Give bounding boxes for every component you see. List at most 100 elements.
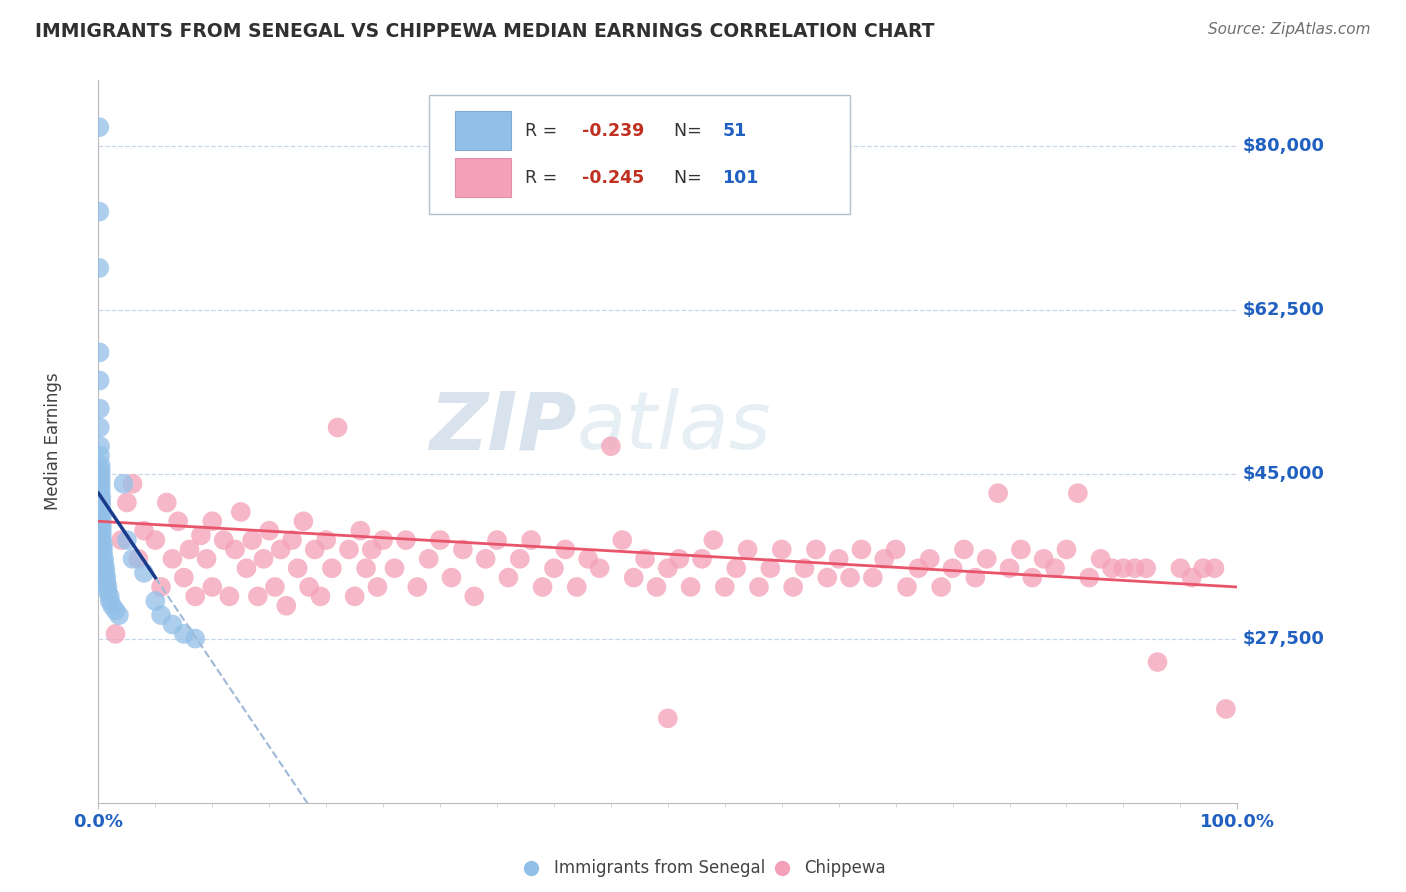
Point [184,632,207,646]
Point [839,571,862,585]
Point [91,542,114,557]
Point [998,561,1021,575]
Point [321,561,343,575]
Point [90,476,112,491]
Text: IMMIGRANTS FROM SENEGAL VS CHIPPEWA MEDIAN EARNINGS CORRELATION CHART: IMMIGRANTS FROM SENEGAL VS CHIPPEWA MEDI… [35,22,935,41]
Point [101,599,124,613]
Point [451,542,474,557]
Point [440,571,463,585]
Point [418,551,440,566]
Point [315,533,337,547]
FancyBboxPatch shape [456,158,510,197]
Point [98,594,121,608]
Point [90,514,112,528]
Point [759,561,782,575]
Point [240,533,263,547]
Point [371,533,394,547]
Point [281,533,304,547]
Point [714,580,737,594]
Point [235,561,257,575]
Text: 101: 101 [723,169,759,186]
Point [679,580,702,594]
Point [110,533,132,547]
Point [474,551,496,566]
Point [873,551,896,566]
Point [89,420,111,434]
Point [884,542,907,557]
Point [89,260,111,275]
Point [93,551,115,566]
Point [150,580,173,594]
Point [737,542,759,557]
Point [304,542,326,557]
Point [1215,702,1237,716]
Point [486,533,509,547]
Point [259,524,281,538]
Point [104,603,127,617]
Point [366,580,388,594]
Point [162,551,184,566]
Point [1090,551,1112,566]
Point [90,528,112,542]
Point [96,580,118,594]
Point [90,463,112,477]
Point [862,571,884,585]
Point [337,542,360,557]
Point [89,204,111,219]
Point [90,458,112,472]
Point [565,580,588,594]
Point [702,533,724,547]
Text: N=: N= [673,122,707,140]
Point [132,524,155,538]
Point [90,500,112,515]
Point [96,575,118,590]
Point [89,374,111,388]
Point [1192,561,1215,575]
Point [298,580,321,594]
Text: R =: R = [526,122,564,140]
Point [212,533,235,547]
Point [173,571,195,585]
Point [918,551,941,566]
Point [429,533,451,547]
Point [90,533,112,547]
Point [270,542,292,557]
Point [93,557,115,571]
Point [201,580,224,594]
Point [657,561,679,575]
Point [229,505,252,519]
Point [90,467,112,482]
Point [907,561,929,575]
Point [90,519,112,533]
Point [804,542,827,557]
Point [90,509,112,524]
Point [90,472,112,486]
Point [90,482,112,496]
Point [150,608,173,623]
Point [96,571,118,585]
Point [782,580,804,594]
Point [543,561,565,575]
Point [309,590,332,604]
FancyBboxPatch shape [456,112,510,151]
Point [184,590,207,604]
Point [1146,655,1168,669]
Point [96,584,118,599]
Point [531,580,554,594]
Point [987,486,1010,500]
Point [1112,561,1135,575]
Point [145,533,167,547]
Point [167,514,190,528]
Point [929,580,952,594]
Point [287,561,309,575]
Point [1043,561,1066,575]
Point [132,566,155,580]
Point [748,580,770,594]
Point [406,580,429,594]
Point [190,528,212,542]
Point [89,345,111,359]
Point [252,551,274,566]
Point [354,561,377,575]
Point [793,561,815,575]
Point [588,561,610,575]
